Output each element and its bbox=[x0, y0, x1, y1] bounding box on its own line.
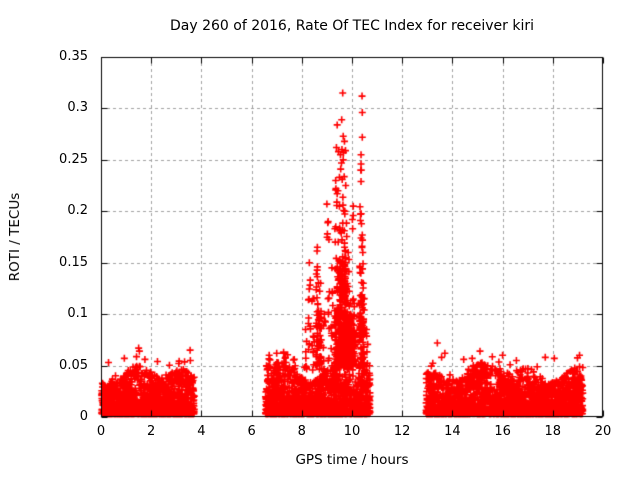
y-tick-label: 0.05 bbox=[59, 357, 88, 373]
x-tick-label: 6 bbox=[247, 424, 256, 439]
y-tick-label: 0 bbox=[79, 409, 88, 424]
x-tick-label: 16 bbox=[494, 424, 511, 439]
x-tick-label: 18 bbox=[544, 424, 562, 439]
x-tick-label: 12 bbox=[393, 424, 411, 439]
y-tick-label: 0.3 bbox=[67, 100, 88, 116]
chart-title: Day 260 of 2016, Rate Of TEC Index for r… bbox=[169, 18, 534, 34]
x-tick-label: 0 bbox=[96, 424, 106, 439]
x-tick-label: 4 bbox=[197, 424, 206, 439]
x-tick-label: 10 bbox=[343, 424, 361, 439]
y-tick-label: 0.1 bbox=[67, 306, 88, 322]
y-tick-label: 0.35 bbox=[59, 49, 88, 64]
x-axis-label: GPS time / hours bbox=[295, 452, 409, 468]
x-tick-label: 8 bbox=[297, 424, 306, 439]
y-tick-label: 0.25 bbox=[59, 151, 88, 167]
x-tick-label: 20 bbox=[594, 424, 612, 439]
x-tick-label: 14 bbox=[444, 424, 461, 439]
x-tick-label: 2 bbox=[147, 424, 156, 439]
y-tick-label: 0.15 bbox=[59, 254, 88, 270]
y-tick-label: 0.2 bbox=[67, 203, 88, 219]
